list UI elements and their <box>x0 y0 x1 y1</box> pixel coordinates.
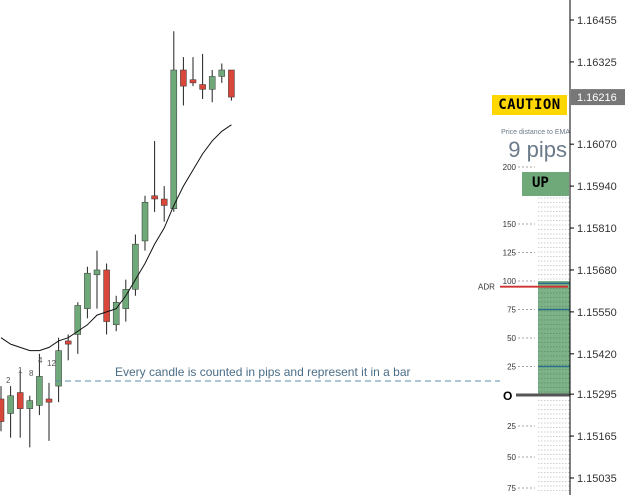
price-axis: 1.16455 1.16325 1.16070 1.15940 1.15810 1.156… <box>570 15 625 485</box>
candle-body <box>132 243 139 290</box>
candle[interactable] <box>180 57 187 106</box>
pip-tick-label: 75 <box>507 484 516 493</box>
candle[interactable] <box>103 263 110 335</box>
candle-body <box>74 305 82 335</box>
candle-body <box>160 198 168 206</box>
candle-body <box>93 269 101 276</box>
candle[interactable] <box>45 382 53 441</box>
candle[interactable] <box>141 195 149 251</box>
annotation-text: Every candle is counted in pips and repr… <box>115 365 411 379</box>
price-tick-label: 1.15295 <box>577 389 617 401</box>
candle[interactable] <box>84 266 91 319</box>
caution-badge: CAUTION <box>492 95 567 115</box>
pip-tick-label: 50 <box>507 334 516 343</box>
pip-tick-label: 75 <box>507 306 516 315</box>
candle[interactable] <box>55 337 62 403</box>
candle-body <box>228 69 235 98</box>
candle-body <box>218 69 226 77</box>
bar-count-label: 1 <box>18 366 23 375</box>
candle[interactable] <box>132 234 139 296</box>
current-price-label: 1.16216 <box>577 92 617 104</box>
candle[interactable] <box>218 63 226 83</box>
candle-body <box>141 201 149 242</box>
candle[interactable] <box>228 69 235 101</box>
candle[interactable] <box>7 386 14 438</box>
candle-body <box>84 272 91 309</box>
candle[interactable] <box>170 31 178 212</box>
candle-body <box>199 84 206 90</box>
pip-tick-label: 150 <box>503 220 517 229</box>
candle[interactable] <box>0 386 5 432</box>
bar-count-label: 4 <box>38 356 43 365</box>
pip-tick-label: 100 <box>503 277 517 286</box>
pip-scale: 200 150 125 100 75 50 25 O 25 50 75 ADR <box>478 163 570 493</box>
price-tick-label: 1.15420 <box>577 349 617 361</box>
candle[interactable] <box>208 69 216 103</box>
candle-body <box>55 350 62 387</box>
candle-body <box>151 195 158 200</box>
candle[interactable] <box>160 186 168 222</box>
pip-tick-label: 50 <box>507 453 516 462</box>
price-tick-label: 1.16325 <box>577 57 617 69</box>
pip-tick-label: 200 <box>503 163 517 172</box>
candle[interactable] <box>122 279 130 322</box>
candle-body <box>64 340 72 345</box>
price-tick-label: 1.15680 <box>577 265 617 277</box>
candle-body <box>170 69 178 209</box>
candle[interactable] <box>189 57 197 87</box>
candle-body <box>36 376 43 406</box>
price-tick-label: 1.15940 <box>577 181 617 193</box>
ema-distance-label: Price distance to EMA <box>501 129 570 136</box>
candle[interactable] <box>93 250 101 309</box>
candle[interactable] <box>26 395 34 448</box>
candle[interactable] <box>36 353 43 416</box>
candle-body <box>0 398 5 422</box>
candle-body <box>7 395 14 414</box>
candle-body <box>180 69 187 87</box>
adr-label: ADR <box>478 283 495 292</box>
ema-distance-value: 9 pips <box>508 137 567 162</box>
candle-body <box>112 301 120 326</box>
candle-body <box>16 392 24 409</box>
candle[interactable] <box>74 302 82 354</box>
candle-body <box>103 269 110 322</box>
price-tick-label: 1.15165 <box>577 431 617 443</box>
candle-body <box>189 79 197 84</box>
bar-count-labels: 21 84 12 <box>6 356 56 385</box>
candle-body <box>26 400 34 409</box>
candle[interactable] <box>64 334 72 361</box>
price-tick-label: 1.15550 <box>577 307 617 319</box>
current-price-box <box>571 89 625 106</box>
candle[interactable] <box>16 369 24 438</box>
pip-zero-label: O <box>503 389 512 403</box>
ema-line <box>0 124 232 352</box>
price-tick-label: 1.15810 <box>577 223 617 235</box>
pip-tick-label: 25 <box>507 363 516 372</box>
candles <box>0 31 235 448</box>
pip-tick-label: 25 <box>507 422 516 431</box>
bar-count-label: 12 <box>47 359 56 368</box>
candle-body <box>45 398 53 403</box>
price-tick-label: 1.16070 <box>577 139 617 151</box>
pip-tick-label: 125 <box>503 249 517 258</box>
candle[interactable] <box>151 140 158 212</box>
price-tick-label: 1.16455 <box>577 15 617 27</box>
candle[interactable] <box>112 295 120 332</box>
bar-count-label: 2 <box>6 376 11 385</box>
candle[interactable] <box>199 53 206 100</box>
bar-count-label: 8 <box>29 369 34 378</box>
direction-badge: UP <box>522 172 569 196</box>
price-tick-label: 1.15035 <box>577 473 617 485</box>
candle-body <box>208 76 216 90</box>
